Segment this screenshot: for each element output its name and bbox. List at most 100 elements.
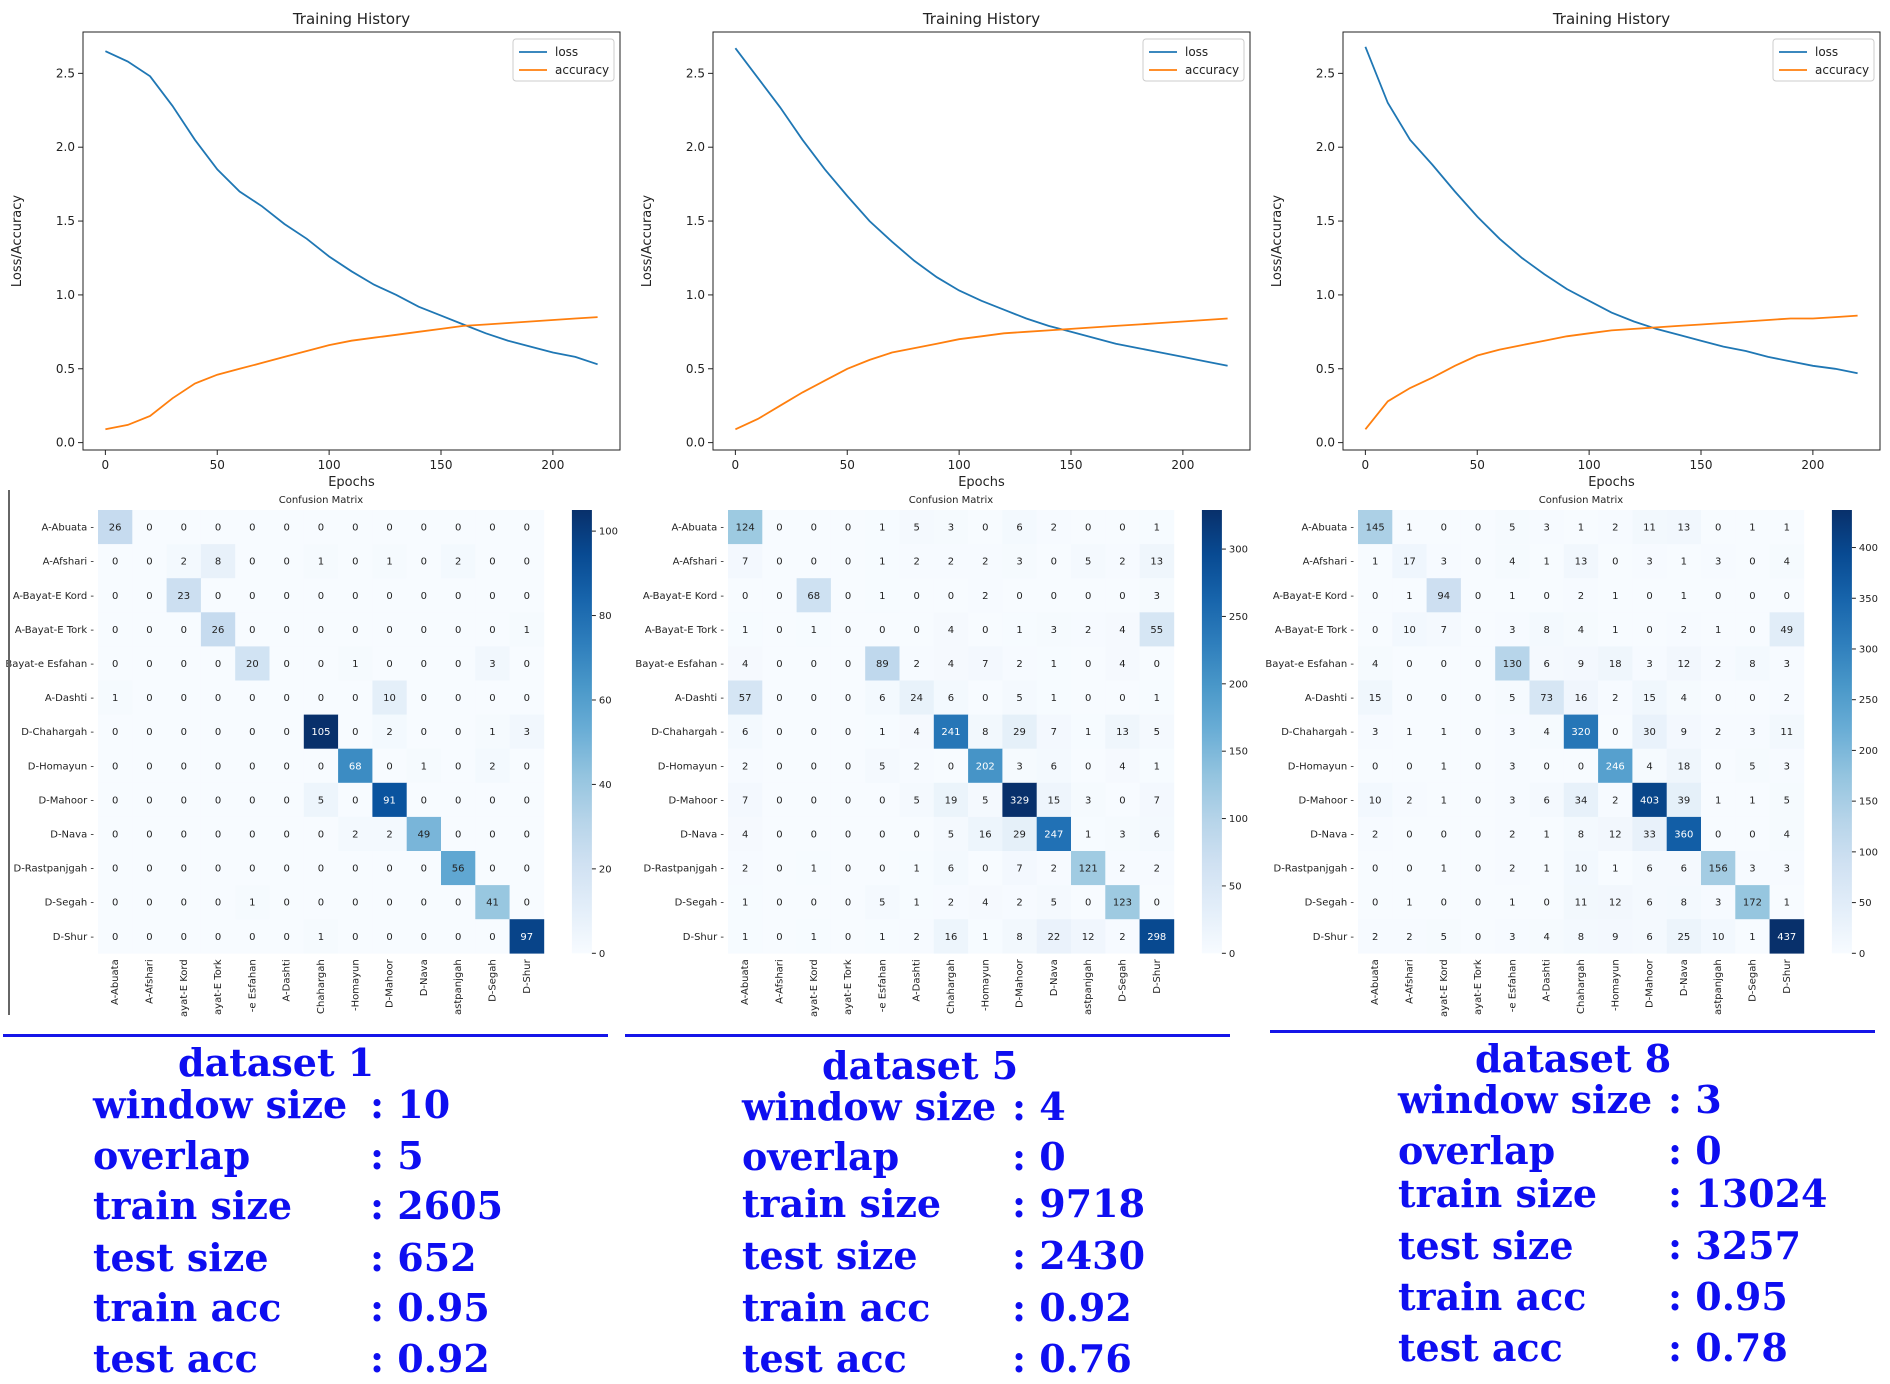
heatmap-cell: [1563, 578, 1599, 613]
heatmap-cell: [166, 510, 202, 545]
heatmap-cell: [235, 919, 270, 954]
cell-value: 2: [913, 659, 919, 670]
row-label: D-Mahoor -: [668, 795, 724, 806]
cell-value: 1: [1578, 523, 1584, 534]
cell-value: 24: [910, 693, 923, 704]
heatmap-cell: [509, 885, 545, 920]
series-line-accuracy: [105, 316, 598, 431]
y-tick-label: 1.0: [686, 288, 705, 302]
cell-value: 0: [776, 795, 782, 806]
stat-value: : 0.78: [1668, 1325, 1788, 1370]
heatmap-cell: [1358, 816, 1393, 852]
row-label: A-Abuata -: [672, 523, 725, 534]
cell-value: 7: [742, 557, 748, 568]
cell-value: 2: [913, 557, 919, 568]
cell-value: 1: [249, 898, 255, 909]
cell-value: 1: [879, 727, 885, 738]
heatmap-cell: [1701, 510, 1736, 545]
heatmap-cell: [865, 578, 900, 613]
heatmap-cell: [475, 612, 510, 647]
heatmap-cell: [762, 885, 797, 920]
cell-value: 12: [1609, 829, 1622, 840]
stat-value: : 13024: [1668, 1171, 1828, 1216]
heatmap-cell: [1002, 612, 1037, 647]
heatmap-cell: [1666, 782, 1702, 818]
cell-value: 0: [1119, 795, 1125, 806]
column-label: A-Dashti: [912, 959, 923, 1001]
heatmap-cell: [475, 782, 510, 818]
y-tick-label: 2.5: [56, 66, 75, 80]
heatmap-cell: [1071, 544, 1106, 579]
heatmap-cell: [968, 714, 1003, 749]
cell-value: 0: [1749, 557, 1755, 568]
row-label: A-Dashti -: [45, 693, 94, 704]
heatmap-cell: [728, 646, 763, 681]
heatmap-cell: [98, 748, 133, 784]
y-tick-label: 2.0: [56, 140, 75, 154]
cell-value: 13: [1150, 557, 1163, 568]
cell-value: 0: [1372, 761, 1378, 772]
cell-value: 0: [948, 591, 954, 602]
heatmap-cell: [1105, 510, 1140, 545]
row-label: D-Chahargah -: [651, 727, 724, 738]
cell-value: 55: [1150, 625, 1163, 636]
cell-value: 156: [1709, 864, 1728, 875]
heatmap-cell: [1769, 885, 1805, 920]
colorbar-tick-label: 100: [1229, 814, 1248, 825]
heatmap-cell: [235, 782, 270, 818]
cell-value: 0: [1475, 898, 1481, 909]
cell-value: 13: [1116, 727, 1129, 738]
cell-value: 2: [1051, 864, 1057, 875]
cell-value: 0: [283, 761, 289, 772]
heatmap-cell: [830, 646, 866, 681]
cell-value: 0: [181, 693, 187, 704]
heatmap-cell: [1701, 714, 1736, 749]
colorbar: [1201, 510, 1222, 954]
row-label: D-Segah -: [1305, 898, 1355, 909]
cell-value: 11: [1575, 898, 1588, 909]
cell-value: 2: [1119, 557, 1125, 568]
cell-value: 0: [845, 591, 851, 602]
heatmap-cell: [441, 680, 476, 715]
colorbar-tick-label: 60: [599, 695, 612, 706]
heatmap-cell: [372, 851, 407, 886]
heatmap-cell: [1105, 544, 1140, 579]
heatmap-cell: [1735, 919, 1770, 954]
cell-value: 0: [249, 864, 255, 875]
heatmap-cell: [1002, 544, 1037, 579]
row-label: D-Homayun -: [1288, 761, 1355, 772]
cell-value: 8: [215, 557, 221, 568]
heatmap-cell: [1071, 510, 1106, 545]
heatmap-cell: [98, 612, 133, 647]
heatmap-cell: [475, 851, 510, 886]
cell-value: 2: [1119, 864, 1125, 875]
heatmap-cell: [865, 851, 900, 886]
y-tick-label: 0.0: [686, 436, 705, 450]
heatmap-cell: [1392, 578, 1427, 613]
cell-value: 13: [1575, 557, 1588, 568]
cell-value: 0: [215, 898, 221, 909]
cell-value: 0: [982, 625, 988, 636]
heatmap-cell: [762, 919, 797, 954]
heatmap-cell: [1392, 748, 1427, 784]
heatmap-cell: [441, 714, 476, 749]
cell-value: 3: [1543, 523, 1549, 534]
heatmap-cell: [406, 510, 442, 545]
heatmap-cell: [796, 714, 832, 749]
heatmap-cell: [728, 544, 763, 579]
heatmap-cell: [132, 748, 167, 784]
stat-key: window size: [742, 1084, 997, 1129]
heatmap-cell: [1071, 919, 1106, 954]
cell-value: 2: [982, 591, 988, 602]
cell-value: 320: [1571, 727, 1590, 738]
cell-value: 2: [181, 557, 187, 568]
cell-value: 8: [1681, 898, 1687, 909]
cell-value: 0: [215, 659, 221, 670]
cell-value: 0: [776, 932, 782, 943]
row-label: D-Homayun -: [28, 761, 95, 772]
cell-value: 130: [1503, 659, 1522, 670]
heatmap-cell: [235, 578, 270, 613]
cell-value: 49: [417, 829, 430, 840]
heatmap-cell: [1632, 646, 1667, 681]
heatmap-cell: [166, 612, 202, 647]
